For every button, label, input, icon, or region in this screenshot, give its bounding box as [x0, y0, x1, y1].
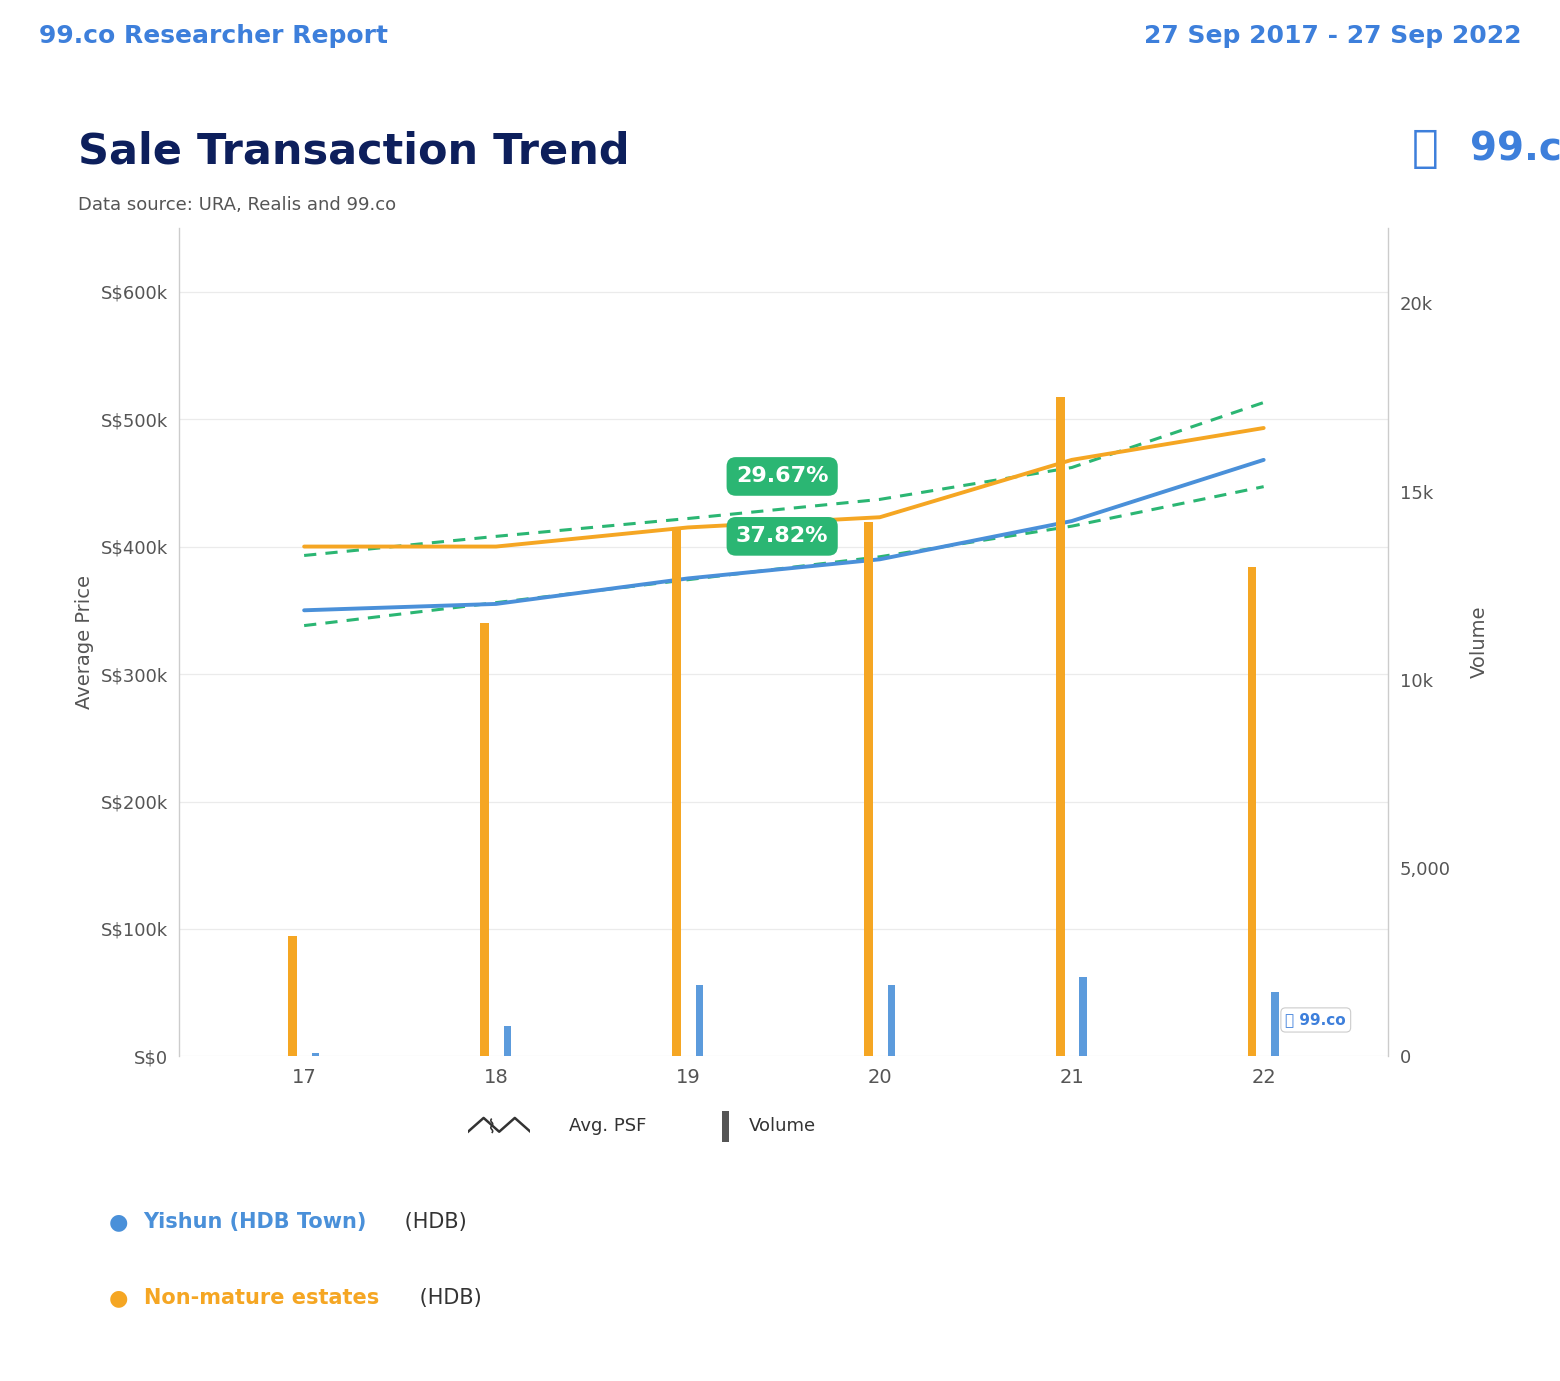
Bar — [1271, 993, 1279, 1056]
Text: Avg. PSF: Avg. PSF — [569, 1116, 647, 1135]
Text: 27 Sep 2017 - 27 Sep 2022: 27 Sep 2017 - 27 Sep 2022 — [1143, 23, 1521, 48]
Text: 99.co Researcher Report: 99.co Researcher Report — [39, 23, 388, 48]
Text: 37.82%: 37.82% — [736, 526, 828, 547]
Text: ⌇: ⌇ — [487, 1119, 496, 1138]
Bar — [504, 1026, 512, 1056]
Text: ●: ● — [109, 1213, 128, 1232]
Text: 99.co: 99.co — [1470, 131, 1560, 168]
Text: Non-mature estates: Non-mature estates — [144, 1288, 379, 1308]
Bar — [672, 529, 680, 1056]
Text: ●: ● — [109, 1288, 128, 1308]
Text: (HDB): (HDB) — [413, 1288, 482, 1308]
Bar — [696, 985, 704, 1056]
Text: Data source: URA, Realis and 99.co: Data source: URA, Realis and 99.co — [78, 196, 396, 214]
Bar — [1080, 978, 1087, 1056]
Bar — [888, 985, 895, 1056]
Y-axis label: Volume: Volume — [1470, 606, 1488, 678]
Text: Yishun (HDB Town): Yishun (HDB Town) — [144, 1213, 367, 1232]
Text: Sale Transaction Trend: Sale Transaction Trend — [78, 131, 630, 173]
Text: (HDB): (HDB) — [398, 1213, 466, 1232]
Text: ⌖: ⌖ — [1412, 127, 1438, 170]
Bar — [312, 1052, 320, 1056]
Text: Volume: Volume — [749, 1116, 816, 1135]
Bar — [1248, 566, 1256, 1056]
Bar — [480, 623, 488, 1056]
Bar — [1056, 398, 1064, 1056]
Y-axis label: Average Price: Average Price — [75, 574, 94, 710]
Bar — [289, 936, 296, 1056]
Text: 29.67%: 29.67% — [736, 467, 828, 486]
Bar — [864, 522, 872, 1056]
Text: ⌖ 99.co: ⌖ 99.co — [1285, 1012, 1346, 1027]
Bar — [721, 1112, 729, 1142]
